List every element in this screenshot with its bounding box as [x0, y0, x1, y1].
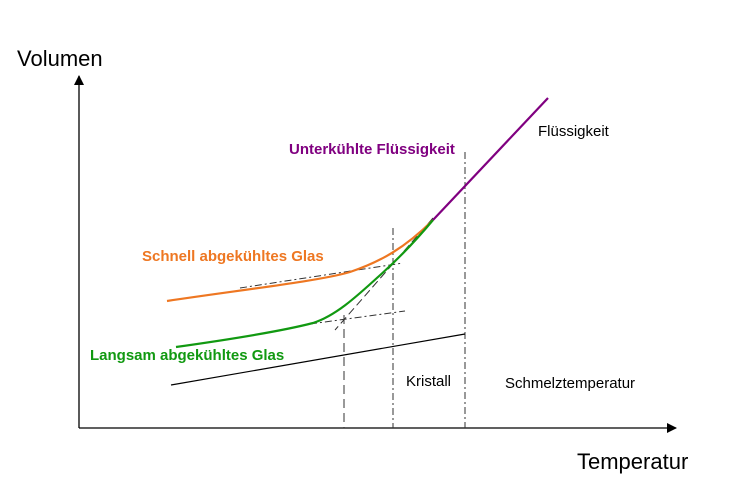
- liquid-label: Flüssigkeit: [538, 123, 610, 140]
- liquid-line: [432, 97, 549, 221]
- liquid-extrapolation: [334, 217, 434, 331]
- fast-glass-extrapolation: [239, 262, 404, 289]
- crystal-line: [170, 333, 466, 386]
- slow-glass-extrapolation: [309, 310, 406, 325]
- slow-cooled-glass-curve: [175, 219, 434, 349]
- x-axis-label: Temperatur: [577, 449, 688, 474]
- y-axis-label: Volumen: [17, 46, 103, 71]
- crystal-label: Kristall: [406, 373, 451, 390]
- slow-cooled-glass-label: Langsam abgekühltes Glas: [90, 347, 284, 364]
- supercooled-liquid-label: Unterkühlte Flüssigkeit: [289, 141, 455, 158]
- fast-cooled-glass-curve: [166, 219, 434, 303]
- fast-cooled-glass-label: Schnell abgekühltes Glas: [142, 248, 324, 265]
- melting-temperature-label: Schmelztemperatur: [505, 375, 635, 392]
